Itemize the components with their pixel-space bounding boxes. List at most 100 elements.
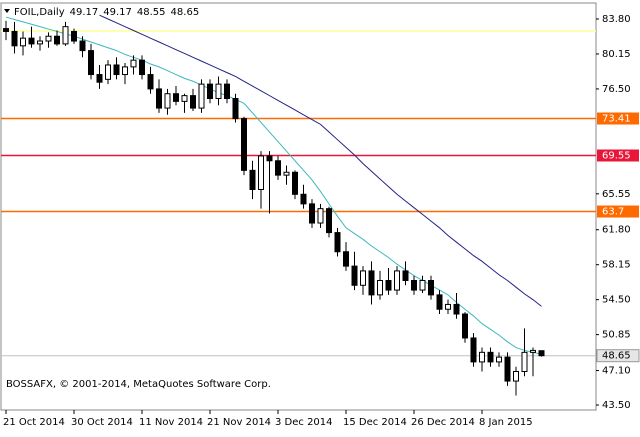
candle-body: [428, 279, 434, 296]
candle-body: [343, 251, 349, 267]
candle-body: [326, 208, 332, 234]
candle-body: [130, 59, 137, 68]
header-high: 49.17: [103, 7, 132, 18]
candle-body: [479, 351, 485, 363]
candle-body: [79, 40, 86, 52]
candle-body: [292, 171, 298, 195]
level-label: 73.41: [602, 114, 631, 125]
candle-body: [207, 83, 213, 99]
candle-body: [224, 83, 230, 99]
candle-body: [377, 279, 383, 296]
y-tick-label: 47.10: [602, 366, 631, 377]
candle-body: [394, 270, 400, 291]
candle-body: [241, 118, 247, 171]
candle-body: [215, 83, 222, 99]
candle-body: [11, 30, 18, 47]
plot-frame: [0, 2, 597, 411]
candle-body: [190, 95, 196, 109]
candle-body: [3, 28, 9, 32]
candle-body: [156, 88, 162, 109]
candle-body: [402, 270, 409, 281]
copyright: BOSSAFX, © 2001-2014, MetaQuotes Softwar…: [6, 379, 271, 390]
header-low: 48.55: [137, 7, 166, 18]
candle-body: [71, 30, 77, 42]
candle-body: [181, 95, 188, 102]
price-label-box: [596, 349, 640, 363]
candle-body: [122, 66, 128, 76]
x-tick-label: 21 Oct 2014: [3, 417, 65, 428]
y-tick-label: 58.15: [602, 260, 631, 271]
y-tick-label: 76.50: [602, 84, 631, 95]
candle-body: [351, 265, 358, 286]
moving-average: [5, 16, 542, 355]
candle-body: [445, 303, 451, 310]
candle-body: [317, 208, 324, 224]
candle-body: [105, 64, 111, 80]
chart-title: FOIL,Daily: [14, 7, 65, 18]
x-tick-label: 21 Nov 2014: [207, 417, 271, 428]
candle-body: [334, 232, 341, 253]
candle-body: [113, 64, 120, 76]
x-tick-label: 26 Dec 2014: [411, 417, 475, 428]
header-close: 48.65: [171, 7, 200, 18]
level-label-box: [597, 149, 639, 162]
candle-body: [147, 74, 154, 90]
candle-body: [232, 97, 239, 120]
candle-body: [258, 155, 264, 190]
candle-body: [453, 303, 460, 315]
chart-header: FOIL,Daily 49.17 49.17 48.55 48.65: [14, 7, 199, 18]
candle-body: [521, 351, 528, 372]
x-tick-label: 11 Nov 2014: [139, 417, 203, 428]
candle-body: [411, 279, 417, 291]
y-tick-label: 80.15: [602, 49, 631, 60]
moving-average: [99, 14, 542, 307]
y-tick-label: 83.80: [602, 14, 631, 25]
candle-body: [436, 294, 443, 310]
y-tick-label: 65.55: [602, 189, 631, 200]
candle-body: [275, 160, 281, 176]
candle-body: [385, 279, 392, 291]
candle-body: [139, 59, 145, 76]
candle-body: [62, 26, 69, 45]
candle-body: [20, 37, 26, 47]
price-label: 48.65: [602, 351, 631, 362]
candle-body: [37, 40, 43, 45]
candle-body: [470, 337, 477, 363]
candle-body: [487, 351, 494, 363]
candle-body: [368, 270, 375, 296]
candle-body: [249, 169, 256, 190]
candle-body: [198, 83, 205, 109]
level-label: 63.7: [602, 207, 624, 218]
x-tick-label: 3 Dec 2014: [275, 417, 333, 428]
candle-body: [504, 356, 511, 382]
level-label-box: [597, 112, 639, 125]
candle-body: [538, 350, 545, 357]
candle-body: [173, 93, 179, 102]
candle-body: [530, 349, 536, 353]
y-tick-label: 61.80: [602, 225, 631, 236]
candle-body: [300, 193, 307, 205]
candle-body: [45, 35, 52, 42]
y-tick-label: 50.85: [602, 330, 631, 341]
candle-body: [283, 171, 290, 176]
level-label-box: [597, 205, 639, 218]
candle-body: [96, 74, 103, 83]
candle-body: [28, 37, 35, 45]
candle-body: [496, 356, 502, 363]
candle-body: [88, 50, 94, 76]
x-tick-label: 8 Jan 2015: [479, 417, 533, 428]
y-tick-label: 43.50: [602, 400, 631, 411]
candle-body: [419, 279, 426, 291]
candle-body: [54, 35, 60, 45]
candle-body: [462, 313, 468, 339]
x-tick-label: 15 Dec 2014: [343, 417, 407, 428]
candle-body: [164, 93, 171, 109]
x-tick-label: 30 Oct 2014: [71, 417, 133, 428]
candle-body: [360, 270, 366, 286]
header-open: 49.17: [70, 7, 99, 18]
candle-body: [513, 370, 519, 382]
candle-body: [266, 155, 273, 162]
menu-icon: [4, 9, 10, 13]
